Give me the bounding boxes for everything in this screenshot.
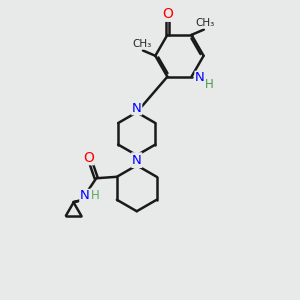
- Text: O: O: [83, 151, 94, 165]
- Text: CH₃: CH₃: [195, 18, 215, 28]
- Text: N: N: [195, 71, 205, 84]
- Text: H: H: [205, 78, 214, 92]
- Text: H: H: [91, 188, 100, 202]
- Text: O: O: [162, 7, 173, 21]
- Text: CH₃: CH₃: [132, 39, 152, 49]
- Text: N: N: [80, 189, 90, 203]
- Text: N: N: [132, 102, 142, 115]
- Text: N: N: [132, 153, 142, 166]
- Text: N: N: [132, 154, 142, 167]
